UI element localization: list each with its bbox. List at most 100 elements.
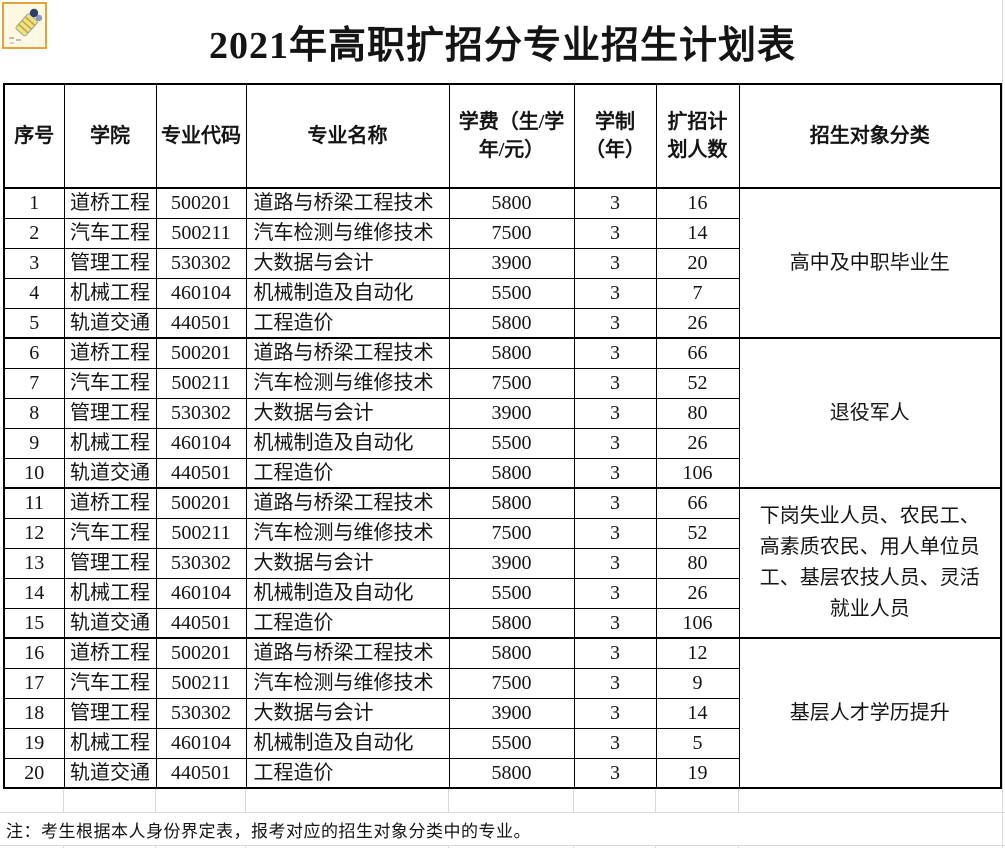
- cell-major-name: 大数据与会计: [245, 397, 450, 429]
- cell-duration: 3: [573, 727, 657, 759]
- cell-tuition: 5800: [448, 457, 575, 489]
- cell-quota: 12: [655, 637, 740, 669]
- col-header-no: 序号: [3, 83, 65, 189]
- cell-major-name: 工程造价: [245, 457, 450, 489]
- cell-no: 1: [3, 187, 65, 219]
- cell-college: 汽车工程: [63, 367, 157, 399]
- faint-gridline: [573, 845, 574, 848]
- cell-duration: 3: [573, 577, 657, 609]
- cell-no: 6: [3, 337, 65, 369]
- cell-duration: 3: [573, 337, 657, 369]
- category-cell: 下岗失业人员、农民工、高素质农民、用人单位员工、基层农技人员、灵活就业人员: [738, 487, 1002, 639]
- cell-tuition: 5800: [448, 757, 575, 789]
- cell-duration: 3: [573, 247, 657, 279]
- table-row: 11 道桥工程 500201 道路与桥梁工程技术 5800 3 66 下岗失业人员、农民工、高…: [3, 487, 1002, 639]
- cell-no: 3: [3, 247, 65, 279]
- cell-college: 管理工程: [63, 697, 157, 729]
- cell-no: 5: [3, 307, 65, 339]
- cell-no: 8: [3, 397, 65, 429]
- cell-tuition: 3900: [448, 247, 575, 279]
- table-row: 6 道桥工程 500201 道路与桥梁工程技术 5800 3 66 退役军人: [3, 337, 1002, 489]
- col-header-college: 学院: [63, 83, 157, 189]
- cell-college: 汽车工程: [63, 517, 157, 549]
- cell-quota: 106: [655, 457, 740, 489]
- cell-major-name: 汽车检测与维修技术: [245, 517, 450, 549]
- cell-quota: 26: [655, 307, 740, 339]
- table-row: 16 道桥工程 500201 道路与桥梁工程技术 5800 3 12 基层人才学历提升: [3, 637, 1002, 789]
- cell-major-name: 道路与桥梁工程技术: [245, 337, 450, 369]
- cell-college: 道桥工程: [63, 187, 157, 219]
- footnote: 注：考生根据本人身份界定表，报考对应的招生对象分类中的专业。: [6, 822, 531, 841]
- faint-gridline: [655, 789, 656, 812]
- table-row: 2 汽车工程 500211 汽车检测与维修技术 7500 3 14: [3, 217, 1001, 249]
- faint-gridline: [155, 845, 156, 848]
- cell-duration: 3: [573, 757, 657, 789]
- cell-major-code: 500201: [155, 637, 247, 669]
- cell-college: 机械工程: [63, 577, 157, 609]
- cell-tuition: 7500: [448, 517, 575, 549]
- cell-major-name: 汽车检测与维修技术: [245, 217, 450, 249]
- cell-college: 轨道交通: [63, 607, 157, 639]
- cell-major-name: 机械制造及自动化: [245, 427, 450, 459]
- cell-tuition: 5500: [448, 727, 575, 759]
- cell-major-code: 460104: [155, 577, 247, 609]
- cell-duration: 3: [573, 637, 657, 669]
- cell-major-code: 500201: [155, 187, 247, 219]
- cell-quota: 80: [655, 547, 740, 579]
- cell-no: 16: [3, 637, 65, 669]
- cell-duration: 3: [573, 427, 657, 459]
- col-header-major-name: 专业名称: [245, 83, 450, 189]
- cell-tuition: 5500: [448, 427, 575, 459]
- faint-gridline: [573, 789, 574, 812]
- cell-tuition: 5500: [448, 277, 575, 309]
- faint-gridline: [655, 845, 656, 848]
- col-header-tuition: 学费（生/学 年/元）: [448, 83, 575, 189]
- faint-gridline: [448, 845, 449, 848]
- cell-college: 轨道交通: [63, 307, 157, 339]
- cell-quota: 14: [655, 217, 740, 249]
- cell-tuition: 5800: [448, 487, 575, 519]
- cell-tuition: 5800: [448, 637, 575, 669]
- cell-no: 19: [3, 727, 65, 759]
- cell-major-code: 500211: [155, 517, 247, 549]
- cell-no: 18: [3, 697, 65, 729]
- cell-quota: 16: [655, 187, 740, 219]
- faint-gridline: [738, 845, 739, 848]
- cell-duration: 3: [573, 607, 657, 639]
- cell-major-code: 530302: [155, 397, 247, 429]
- cell-college: 轨道交通: [63, 457, 157, 489]
- cell-major-name: 工程造价: [245, 307, 450, 339]
- cell-college: 管理工程: [63, 547, 157, 579]
- table-row: 13 管理工程 530302 大数据与会计 3900 3 80: [3, 547, 1001, 579]
- cell-major-code: 500201: [155, 487, 247, 519]
- cell-quota: 66: [655, 487, 740, 519]
- cell-duration: 3: [573, 277, 657, 309]
- cell-tuition: 5800: [448, 607, 575, 639]
- table-row: 17 汽车工程 500211 汽车检测与维修技术 7500 3 9: [3, 667, 1001, 699]
- cell-college: 机械工程: [63, 727, 157, 759]
- cell-major-name: 汽车检测与维修技术: [245, 367, 450, 399]
- cell-duration: 3: [573, 547, 657, 579]
- cell-college: 汽车工程: [63, 667, 157, 699]
- cell-tuition: 7500: [448, 367, 575, 399]
- cell-tuition: 7500: [448, 217, 575, 249]
- cell-major-name: 道路与桥梁工程技术: [245, 487, 450, 519]
- table-row: 1 道桥工程 500201 道路与桥梁工程技术 5800 3 16 高中及中职毕业生: [3, 187, 1002, 339]
- col-header-quota: 扩招计 划人数: [655, 83, 740, 189]
- cell-quota: 20: [655, 247, 740, 279]
- table-row: 20 轨道交通 440501 工程造价 5800 3 19: [3, 757, 1001, 789]
- cell-quota: 5: [655, 727, 740, 759]
- cell-tuition: 3900: [448, 697, 575, 729]
- cell-no: 2: [3, 217, 65, 249]
- cell-major-name: 工程造价: [245, 607, 450, 639]
- table-row: 12 汽车工程 500211 汽车检测与维修技术 7500 3 52: [3, 517, 1001, 549]
- cell-no: 12: [3, 517, 65, 549]
- faint-gridline: [245, 789, 246, 812]
- cell-tuition: 5500: [448, 577, 575, 609]
- cell-tuition: 5800: [448, 187, 575, 219]
- hand-stamp-icon-button[interactable]: [2, 2, 47, 49]
- cell-duration: 3: [573, 367, 657, 399]
- cell-major-code: 440501: [155, 757, 247, 789]
- table-row: 19 机械工程 460104 机械制造及自动化 5500 3 5: [3, 727, 1001, 759]
- cell-college: 管理工程: [63, 397, 157, 429]
